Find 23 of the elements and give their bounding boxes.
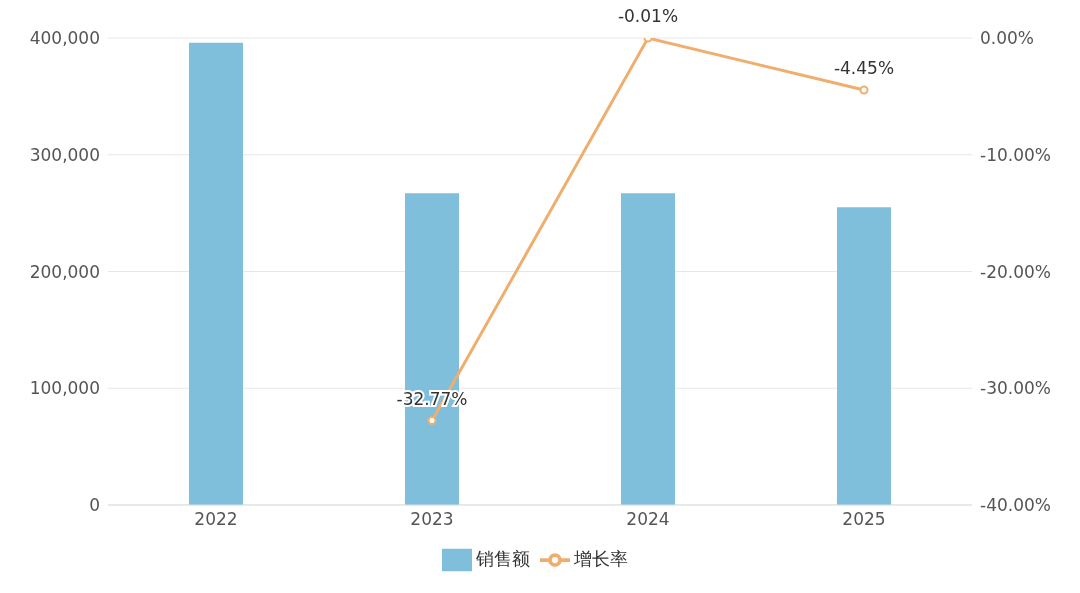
data-label: -0.01% xyxy=(617,6,679,27)
y-tick-label: 400,000 xyxy=(29,28,100,49)
y2-tick-label: -20.00% xyxy=(980,261,1051,282)
y-tick-label: 0 xyxy=(89,495,100,516)
x-tick-label: 2023 xyxy=(410,509,454,530)
bar xyxy=(621,193,675,505)
legend-label: 销售额 xyxy=(476,548,530,569)
y-tick-label: 200,000 xyxy=(29,261,100,282)
data-label: -4.45% xyxy=(833,57,895,78)
bar xyxy=(837,207,891,505)
x-tick-label: 2022 xyxy=(194,509,238,530)
y2-tick-label: 0.00% xyxy=(980,28,1035,49)
y2-tick-label: -30.00% xyxy=(980,378,1051,399)
y2-tick-label: -10.00% xyxy=(980,144,1051,165)
bar xyxy=(189,42,243,505)
y-tick-label: 100,000 xyxy=(29,378,100,399)
y-tick-label: 300,000 xyxy=(29,144,100,165)
point xyxy=(427,416,437,426)
y2-tick-label: -40.00% xyxy=(980,495,1051,516)
legend-label: 增长率 xyxy=(574,548,628,569)
x-tick-label: 2025 xyxy=(842,509,886,530)
point xyxy=(859,85,869,95)
x-tick-label: 2024 xyxy=(626,509,670,530)
